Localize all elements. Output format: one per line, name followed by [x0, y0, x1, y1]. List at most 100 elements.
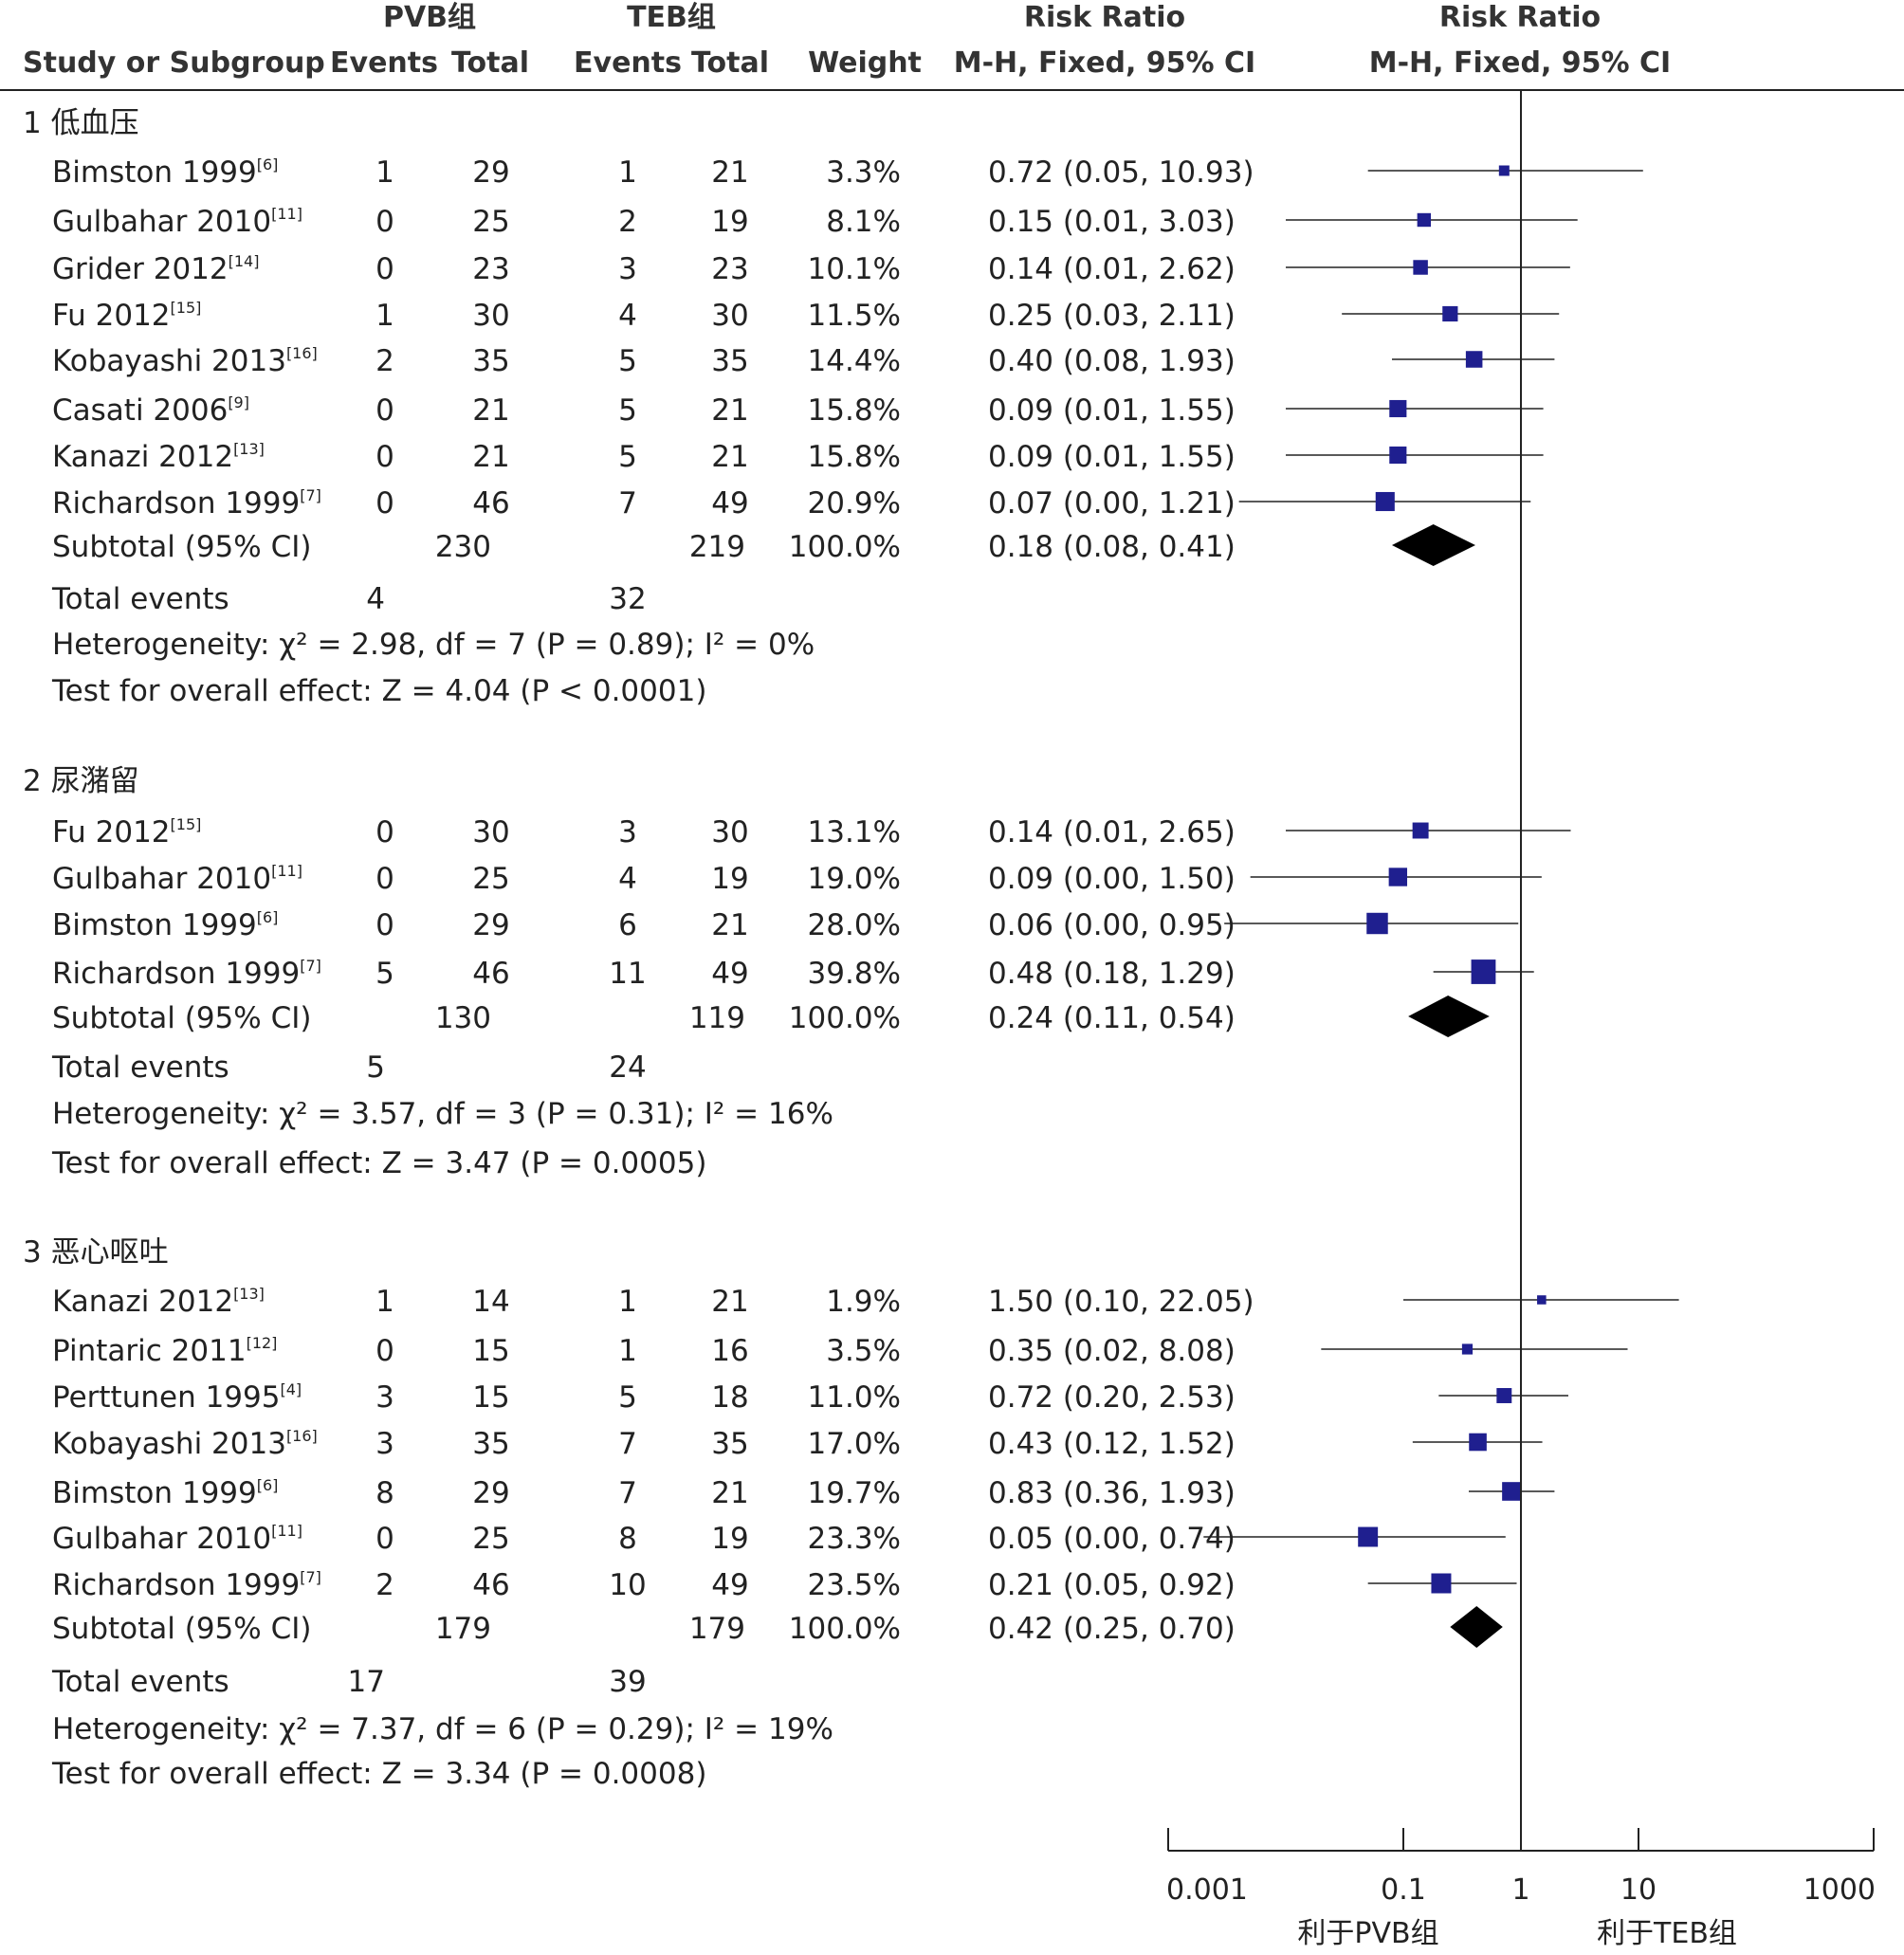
subtotal-total-2: 179 — [689, 1612, 745, 1646]
weight: 14.4% — [808, 344, 901, 378]
total-1: 15 — [472, 1380, 509, 1415]
x-tick-label: 1 — [1511, 1873, 1529, 1907]
events-2: 7 — [618, 486, 637, 521]
total-2: 21 — [711, 1285, 748, 1319]
x-tick-label: 1000 — [1803, 1873, 1876, 1907]
total-2: 19 — [711, 1522, 748, 1556]
effect-point — [1389, 399, 1407, 418]
subtotal-label: Subtotal (95% CI) — [52, 530, 311, 564]
table-row: Gulbahar 2010[11] 0 25 8 19 23.3% 0.05 (0.00, … — [52, 1522, 1236, 1556]
study-reference: [6] — [257, 1476, 279, 1494]
study-name: Fu 2012[15] — [52, 299, 201, 333]
risk-ratio-ci: 0.40 (0.08, 1.93) — [988, 344, 1236, 378]
total-2: 30 — [711, 815, 748, 850]
events-1: 0 — [375, 1522, 394, 1556]
total-events-label: Total events — [51, 582, 229, 616]
study-reference: [12] — [247, 1334, 278, 1352]
events-1: 1 — [375, 1285, 394, 1319]
study-reference: [4] — [280, 1380, 302, 1398]
events-2: 8 — [618, 1522, 637, 1556]
weight: 3.5% — [826, 1334, 901, 1368]
weight: 13.1% — [808, 815, 901, 850]
study-reference: [7] — [300, 1568, 321, 1586]
study-name: Kanazi 2012[13] — [52, 440, 265, 474]
subtotal-total-2: 219 — [689, 530, 745, 564]
study-reference: [15] — [171, 815, 202, 833]
total-2: 18 — [711, 1380, 748, 1415]
subtotal-weight: 100.0% — [789, 1612, 901, 1646]
study-name: Bimston 1999[6] — [52, 155, 278, 190]
risk-ratio-ci: 0.05 (0.00, 0.74) — [988, 1522, 1236, 1556]
table-row: Richardson 1999[7] 5 46 11 49 39.8% 0.48 (0.18… — [52, 957, 1236, 991]
study-reference: [6] — [257, 155, 279, 174]
plot-marks — [1203, 90, 1679, 1851]
study-name: Richardson 1999[7] — [52, 486, 321, 521]
weight: 10.1% — [808, 252, 901, 286]
events-2: 11 — [609, 957, 646, 991]
total-1: 25 — [472, 1522, 509, 1556]
subtotal-row: Subtotal (95% CI) 179 179 100.0% 0.42 (0.25,… — [52, 1612, 1236, 1646]
effect-point — [1442, 305, 1458, 322]
study-reference: [11] — [271, 862, 302, 880]
total-1: 35 — [472, 344, 509, 378]
events-1: 0 — [375, 862, 394, 896]
total-1: 29 — [472, 908, 509, 942]
rr-plot-method-header: M-H, Fixed, 95% CI — [1369, 46, 1671, 80]
effect-point — [1498, 165, 1510, 176]
subtotal-total-2: 119 — [689, 1001, 745, 1035]
table-row: Kobayashi 2013[16] 3 35 7 35 17.0% 0.43 (0.12,… — [52, 1427, 1236, 1461]
risk-ratio-ci: 0.09 (0.00, 1.50) — [988, 862, 1236, 896]
risk-ratio-ci: 0.14 (0.01, 2.62) — [988, 252, 1236, 286]
table-row: Kobayashi 2013[16] 2 35 5 35 14.4% 0.40 (0.08,… — [52, 344, 1236, 378]
total-2: 21 — [711, 440, 748, 474]
subtotal-ci: 0.24 (0.11, 0.54) — [988, 1001, 1236, 1035]
events1-header: Events — [330, 46, 438, 80]
risk-ratio-ci: 0.35 (0.02, 8.08) — [988, 1334, 1236, 1368]
subtotal-label: Subtotal (95% CI) — [52, 1612, 311, 1646]
weight: 15.8% — [808, 440, 901, 474]
total-2: 23 — [711, 252, 748, 286]
total-2: 19 — [711, 862, 748, 896]
study-name: Richardson 1999[7] — [52, 957, 321, 991]
risk-ratio-ci: 0.72 (0.05, 10.93) — [988, 155, 1254, 190]
total-2: 30 — [711, 299, 748, 333]
study-name: Richardson 1999[7] — [52, 1568, 321, 1602]
weight: 19.0% — [808, 862, 901, 896]
events-1: 0 — [375, 486, 394, 521]
events-2: 5 — [618, 393, 637, 428]
total-2: 49 — [711, 1568, 748, 1602]
heterogeneity-text: Heterogeneity: χ² = 2.98, df = 7 (P = 0.… — [52, 628, 815, 662]
total-2: 21 — [711, 155, 748, 190]
rr-method-header: M-H, Fixed, 95% CI — [954, 46, 1255, 80]
table-row: Richardson 1999[7] 0 46 7 49 20.9% 0.07 (0.00,… — [52, 486, 1236, 521]
events-2: 4 — [618, 299, 637, 333]
risk-ratio-ci: 0.83 (0.36, 1.93) — [988, 1476, 1236, 1510]
effect-point — [1389, 446, 1407, 465]
heterogeneity-text: Heterogeneity: χ² = 7.37, df = 6 (P = 0.… — [52, 1712, 833, 1746]
subtotal-weight: 100.0% — [789, 530, 901, 564]
total2-header: Total — [691, 46, 769, 80]
overall-effect-text: Test for overall effect: Z = 3.47 (P = 0… — [51, 1146, 706, 1180]
study-name: Fu 2012[15] — [52, 815, 201, 850]
total-events-1: 17 — [348, 1665, 385, 1699]
table-row: Bimston 1999[6] 8 29 7 21 19.7% 0.83 (0.36, 1.… — [52, 1476, 1236, 1510]
total-2: 19 — [711, 205, 748, 239]
rr-plot-title-header: Risk Ratio — [1439, 1, 1601, 34]
study-reference: [7] — [300, 957, 321, 975]
events-2: 7 — [618, 1476, 637, 1510]
events-2: 6 — [618, 908, 637, 942]
total-events-label: Total events — [51, 1051, 229, 1085]
events-2: 4 — [618, 862, 637, 896]
heterogeneity-text: Heterogeneity: χ² = 3.57, df = 3 (P = 0.… — [52, 1097, 833, 1131]
total-1: 25 — [472, 205, 509, 239]
study-reference: [11] — [271, 205, 302, 223]
total-events-2: 32 — [609, 582, 646, 616]
total-1: 14 — [472, 1285, 509, 1319]
subtotal-total-1: 130 — [435, 1001, 491, 1035]
total-1: 30 — [472, 815, 509, 850]
study-reference: [16] — [286, 1427, 318, 1445]
table-row: Bimston 1999[6] 0 29 6 21 28.0% 0.06 (0.00, 0.… — [52, 908, 1236, 942]
table-row: Kanazi 2012[13] 1 14 1 21 1.9% 1.50 (0.10, 22.… — [52, 1285, 1254, 1319]
